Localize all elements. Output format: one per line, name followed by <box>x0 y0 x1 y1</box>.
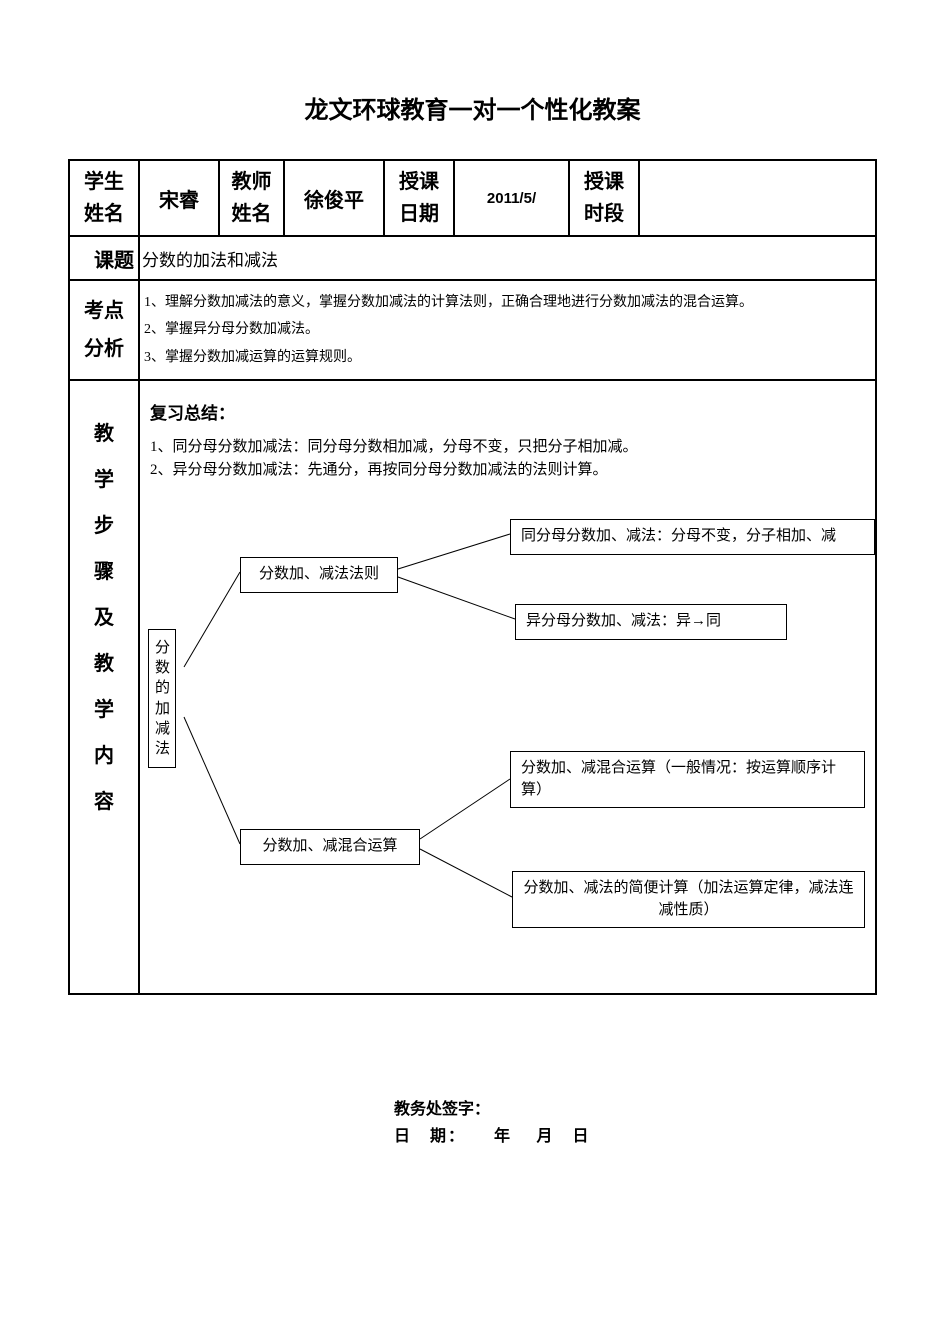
page: 龙文环球教育一对一个性化教案 学生姓名 宋睿 教师姓名 徐俊平 授课日期 201… <box>0 0 945 995</box>
analysis-item-3: 3、掌握分数加减运算的运算规则。 <box>144 344 867 371</box>
analysis-content: 1、理解分数加减法的意义，掌握分数加减法的计算法则，正确合理地进行分数加减法的混… <box>139 280 876 380</box>
concept-diagram: 分数的加减法 分数加、减法法则 分数加、减混合运算 同分母分数加、减法：分母不变… <box>140 499 880 979</box>
analysis-item-2: 2、掌握异分母分数加减法。 <box>144 316 867 343</box>
review-heading: 复习总结： <box>150 399 875 424</box>
diagram-root: 分数的加减法 <box>148 629 176 769</box>
teaching-label: 教学步骤及教学内容 <box>69 380 139 994</box>
footer-date: 日 期： 年 月 日 <box>394 1123 590 1150</box>
page-title: 龙文环球教育一对一个性化教案 <box>68 90 877 125</box>
date-value: 2011/5/ <box>454 160 569 236</box>
date-label: 授课日期 <box>384 160 454 236</box>
teacher-name-value: 徐俊平 <box>284 160 384 236</box>
lesson-table: 学生姓名 宋睿 教师姓名 徐俊平 授课日期 2011/5/ 授课时段 课题 分数… <box>68 159 877 995</box>
topic-row: 课题 分数的加法和减法 <box>69 236 876 280</box>
topic-label: 课题 <box>69 236 139 280</box>
period-value <box>639 160 876 236</box>
footer-block: 教务处签字： 日 期： 年 月 日 <box>394 1096 590 1150</box>
topic-value: 分数的加法和减法 <box>139 236 876 280</box>
teaching-row: 教学步骤及教学内容 复习总结： 1、同分母分数加减法：同分母分数相加减，分母不变… <box>69 380 876 994</box>
diagram-leaf-1: 同分母分数加、减法：分母不变，分子相加、减 <box>510 519 875 555</box>
analysis-label-1: 考点 <box>84 300 124 322</box>
analysis-label-2: 分析 <box>84 338 124 360</box>
student-name-label: 学生姓名 <box>69 160 139 236</box>
diagram-leaf-3: 分数加、减混合运算（一般情况：按运算顺序计算） <box>510 751 865 809</box>
analysis-row: 考点 分析 1、理解分数加减法的意义，掌握分数加减法的计算法则，正确合理地进行分… <box>69 280 876 380</box>
diagram-branch-2: 分数加、减混合运算 <box>240 829 420 865</box>
analysis-label: 考点 分析 <box>69 280 139 380</box>
review-item-1: 1、同分母分数加减法：同分母分数相加减，分母不变，只把分子相加减。 <box>150 436 875 459</box>
teacher-name-label: 教师姓名 <box>219 160 284 236</box>
period-label: 授课时段 <box>569 160 639 236</box>
student-name-value: 宋睿 <box>139 160 219 236</box>
diagram-leaf-4: 分数加、减法的简便计算（加法运算定律，减法连减性质） <box>512 871 865 929</box>
diagram-leaf-2: 异分母分数加、减法：异→同 <box>515 604 787 640</box>
header-row: 学生姓名 宋睿 教师姓名 徐俊平 授课日期 2011/5/ 授课时段 <box>69 160 876 236</box>
diagram-branch-1: 分数加、减法法则 <box>240 557 398 593</box>
footer-sign: 教务处签字： <box>394 1096 590 1123</box>
review-item-2: 2、异分母分数加减法：先通分，再按同分母分数加减法的法则计算。 <box>150 459 875 482</box>
teaching-content: 复习总结： 1、同分母分数加减法：同分母分数相加减，分母不变，只把分子相加减。 … <box>139 380 876 994</box>
analysis-item-1: 1、理解分数加减法的意义，掌握分数加减法的计算法则，正确合理地进行分数加减法的混… <box>144 289 867 316</box>
